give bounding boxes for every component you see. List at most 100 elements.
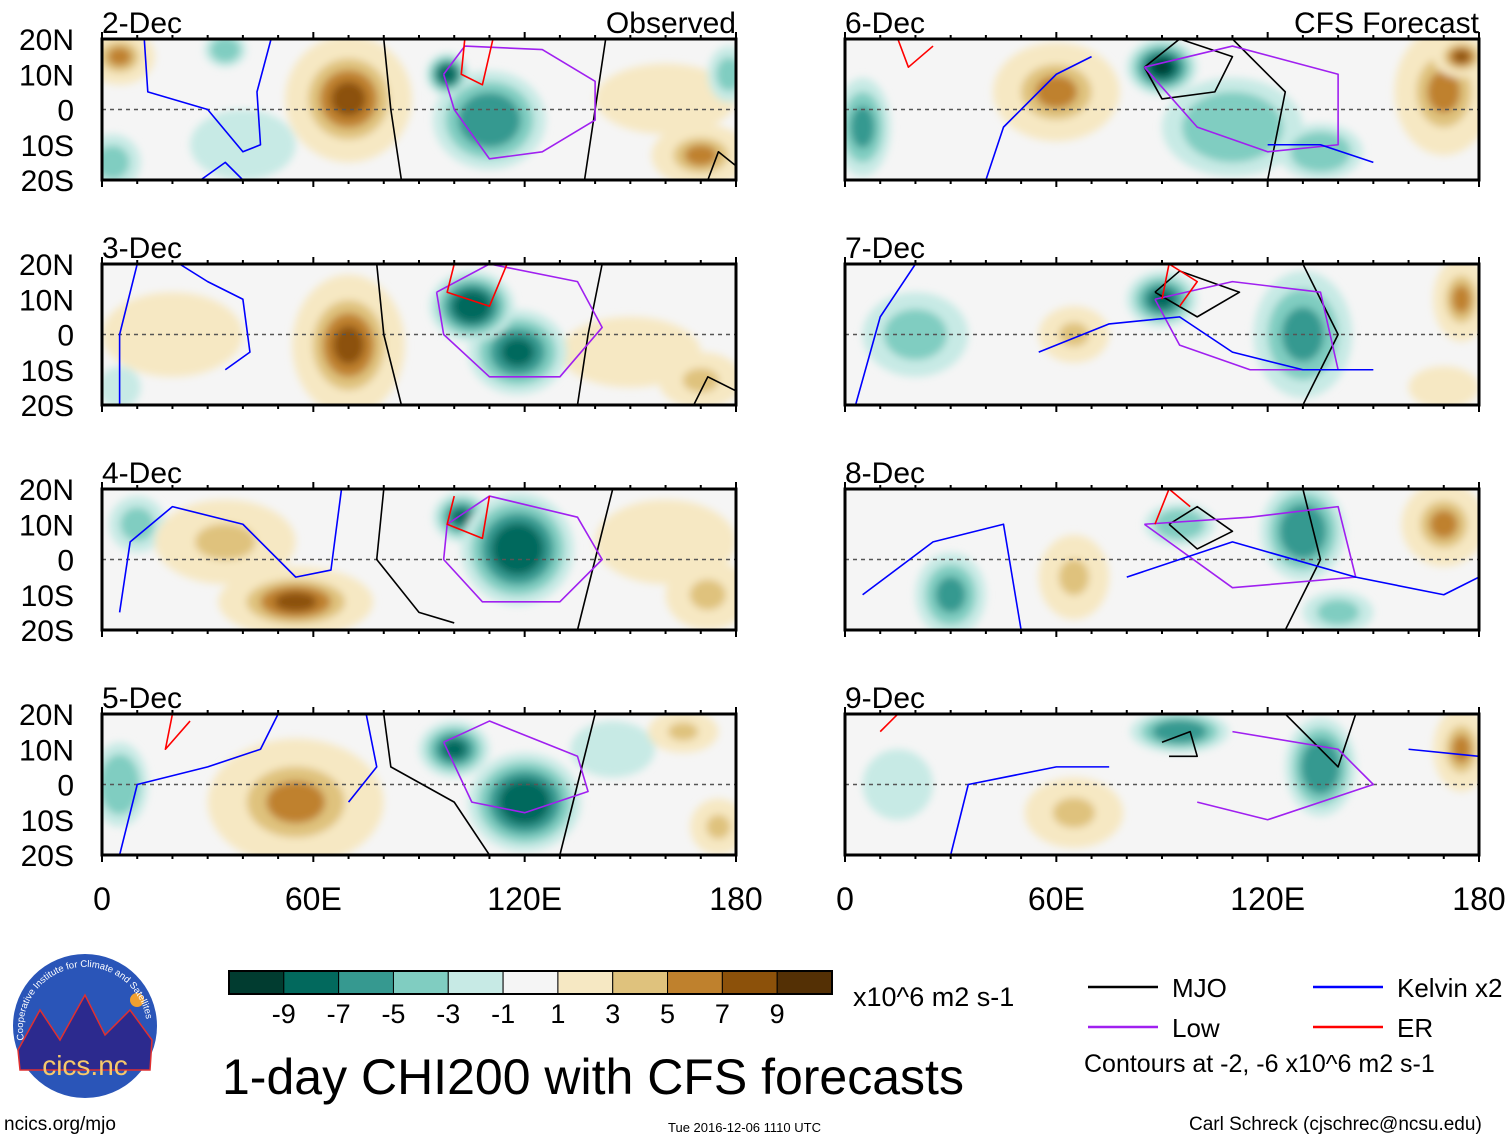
anomaly-blob	[1427, 70, 1461, 114]
contour-mjo	[1143, 39, 1234, 100]
contour-kelvin	[1408, 748, 1479, 758]
contour-mjo	[1168, 505, 1234, 550]
anomaly-blob	[442, 739, 466, 759]
anomaly-blob	[587, 732, 639, 767]
anomaly-field	[915, 489, 1479, 630]
anomaly-blob	[1052, 797, 1096, 828]
site-url[interactable]: ncics.org/mjo	[4, 1114, 116, 1135]
legend-label: Kelvin x2	[1397, 973, 1503, 1003]
anomaly-blob	[274, 592, 317, 612]
contour-mjo	[375, 264, 403, 405]
colorbar-label: 9	[770, 999, 785, 1029]
anomaly-field	[102, 271, 736, 405]
panel-date: 7-Dec	[845, 232, 925, 265]
contour-er	[446, 495, 491, 540]
anomaly-blob	[107, 47, 132, 67]
anomaly-blob	[470, 103, 509, 137]
anomaly-blob	[689, 579, 726, 610]
anomaly-blob	[1163, 724, 1197, 739]
y-tick-label: 20S	[21, 390, 74, 423]
colorbar-cell	[721, 970, 778, 995]
anomaly-blob	[1035, 75, 1078, 109]
anomaly-blob	[1058, 558, 1090, 596]
colorbar-units: x10^6 m2 s-1	[853, 982, 1015, 1012]
y-tick-label: 10S	[21, 130, 74, 163]
anomaly-blob	[102, 145, 130, 180]
anomaly-blob	[130, 309, 215, 360]
map-panel-6-dec: 6-Dec CFS Forecast	[843, 7, 1481, 187]
sun-icon	[130, 993, 144, 1007]
map-panel-7-dec: 7-Dec	[843, 232, 1481, 412]
anomaly-blob	[501, 338, 535, 367]
contour-er	[1154, 489, 1191, 525]
legend-label: MJO	[1172, 973, 1227, 1003]
panel-date: 5-Dec	[102, 682, 182, 715]
anomaly-blob	[1451, 735, 1471, 764]
colorbar-cell	[502, 970, 559, 995]
logo-text: cics.nc	[42, 1050, 128, 1081]
colorbar-label: 7	[715, 999, 730, 1029]
colorbar-label: 3	[605, 999, 620, 1029]
contour-mjo	[1284, 489, 1322, 630]
y-tick-label: 20N	[19, 24, 74, 57]
contour-mjo	[382, 714, 491, 855]
contour-kelvin	[118, 264, 138, 405]
colorbar-cell	[228, 970, 285, 995]
anomaly-field	[845, 39, 1479, 180]
anomaly-blob	[935, 576, 966, 613]
map-panel-8-dec: 8-Dec	[843, 457, 1481, 637]
anomaly-blob	[1202, 105, 1263, 149]
anomaly-blob	[883, 309, 948, 360]
panel-date: 9-Dec	[845, 682, 925, 715]
anomaly-blob	[1453, 50, 1470, 63]
contour-kelvin	[854, 264, 917, 405]
anomaly-blob	[684, 144, 718, 166]
anomaly-blob	[1429, 510, 1458, 539]
colorbar-cell	[447, 970, 504, 995]
colorbar-label: -3	[436, 999, 460, 1029]
anomaly-blob	[333, 325, 364, 365]
colorbar-label: 5	[660, 999, 675, 1029]
y-tick-label: 10N	[19, 509, 74, 542]
anomaly-blob	[216, 42, 235, 58]
legend-label: Low	[1172, 1013, 1220, 1043]
contour-kelvin	[1267, 143, 1374, 164]
x-tick-label: 60E	[1028, 881, 1085, 917]
colorbar-cell	[338, 970, 394, 995]
contour-kelvin	[179, 264, 251, 371]
colorbar-label: -1	[491, 999, 515, 1029]
contour-legend: MJO Kelvin x2 Low ER	[1088, 973, 1503, 1043]
x-tick-label: 180	[709, 881, 762, 917]
anomaly-blob	[706, 814, 731, 839]
contour-kelvin	[143, 39, 272, 153]
y-tick-label: 20S	[21, 165, 74, 198]
panel-date: 6-Dec	[845, 7, 925, 40]
anomaly-field	[109, 492, 736, 630]
colorbar-cell	[612, 970, 669, 995]
anomaly-blob	[1308, 750, 1333, 784]
anomaly-field	[102, 39, 736, 180]
contour-kelvin	[985, 55, 1092, 180]
contour-er	[164, 714, 191, 751]
contour-note: Contours at -2, -6 x10^6 m2 s-1	[1084, 1050, 1435, 1078]
y-tick-label: 20N	[19, 699, 74, 732]
contour-er	[897, 39, 934, 68]
contour-kelvin	[862, 523, 1022, 630]
anomaly-blob	[1422, 374, 1465, 401]
anomaly-blob	[120, 507, 155, 542]
y-tick-label: 0	[57, 545, 74, 578]
legend-label: ER	[1397, 1013, 1433, 1043]
contour-kelvin	[1038, 316, 1374, 371]
contour-er	[879, 714, 899, 733]
contour-er	[446, 264, 508, 308]
timestamp: Tue 2016-12-06 1110 UTC	[668, 1120, 821, 1135]
contour-kelvin	[949, 766, 1110, 855]
anomaly-blob	[211, 123, 275, 166]
colorbar: -9 -7 -5 -3 -1 1 3 5 7 9	[228, 970, 833, 1029]
contour-low	[442, 720, 589, 814]
anomaly-blob	[668, 722, 699, 741]
